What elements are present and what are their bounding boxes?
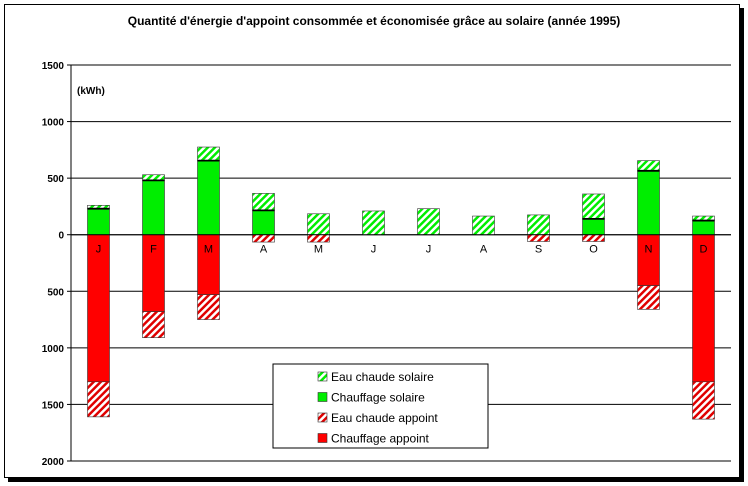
y-tick-label: 1000 xyxy=(42,344,65,355)
x-tick-label: N xyxy=(645,244,653,256)
x-tick-label: J xyxy=(96,244,102,256)
bar-eau-chaude-appoint xyxy=(582,234,605,242)
axes xyxy=(67,64,731,462)
bar-eau-chaude-appoint xyxy=(142,311,165,338)
bar-chauffage-solaire xyxy=(582,218,605,236)
bar-eau-chaude-solaire xyxy=(252,193,275,211)
x-tick-label: O xyxy=(589,244,598,256)
y-axis-tick-labels: 1500 1000 500 0 500 1000 1500 2000 xyxy=(42,61,65,468)
legend-entry: Chauffage solaire xyxy=(331,391,425,405)
bar-chauffage-appoint xyxy=(692,234,715,383)
x-tick-label: F xyxy=(150,244,157,256)
legend-entry: Chauffage appoint xyxy=(331,432,430,446)
bar-chauffage-appoint xyxy=(87,234,110,383)
y-tick-label: 1000 xyxy=(42,118,65,129)
y-tick-label: 2000 xyxy=(42,457,65,468)
x-tick-label: M xyxy=(204,244,213,256)
bar-chauffage-solaire xyxy=(197,160,220,236)
y-axis-unit: (kWh) xyxy=(77,86,105,97)
x-tick-label: M xyxy=(314,244,323,256)
x-tick-label: J xyxy=(426,244,432,256)
x-tick-label: D xyxy=(700,244,708,256)
legend-entry: Eau chaude solaire xyxy=(331,370,434,384)
legend-swatch xyxy=(317,412,328,423)
bar-eau-chaude-solaire xyxy=(527,214,550,236)
bar-chauffage-appoint xyxy=(637,234,660,286)
legend-swatch xyxy=(317,392,328,402)
bar-eau-chaude-solaire xyxy=(197,146,220,161)
bar-chauffage-solaire xyxy=(87,208,110,236)
x-tick-label: A xyxy=(260,244,268,256)
bar-eau-chaude-appoint xyxy=(527,234,550,242)
bar-eau-chaude-solaire xyxy=(582,193,605,220)
bar-eau-chaude-solaire xyxy=(472,215,495,236)
y-tick-label: 500 xyxy=(47,174,64,185)
bar-eau-chaude-solaire xyxy=(637,160,660,172)
legend-box xyxy=(272,363,489,449)
bars xyxy=(87,146,715,420)
legend: Eau chaude solaire Chauffage solaire Eau c… xyxy=(272,363,489,449)
bar-eau-chaude-appoint xyxy=(637,285,660,310)
legend-swatch xyxy=(317,433,328,443)
bar-chauffage-solaire xyxy=(142,180,165,236)
bar-eau-chaude-appoint xyxy=(197,294,220,320)
chart-title: Quantité d'énergie d'appoint consommée e… xyxy=(127,14,621,28)
bar-eau-chaude-solaire xyxy=(362,210,385,236)
bar-chauffage-solaire xyxy=(637,170,660,236)
bar-eau-chaude-solaire xyxy=(307,213,330,236)
legend-entry: Eau chaude appoint xyxy=(331,411,438,425)
y-tick-label: 0 xyxy=(58,231,64,242)
legend-swatch xyxy=(317,371,328,382)
bar-chauffage-solaire xyxy=(252,210,275,236)
bar-eau-chaude-appoint xyxy=(692,381,715,420)
x-tick-label: J xyxy=(371,244,377,256)
x-tick-label: A xyxy=(480,244,488,256)
x-tick-label: S xyxy=(535,244,542,256)
bar-eau-chaude-appoint xyxy=(252,234,275,243)
bar-eau-chaude-appoint xyxy=(87,381,110,418)
y-tick-label: 500 xyxy=(47,287,64,298)
y-tick-label: 1500 xyxy=(42,400,65,411)
bar-chauffage-solaire xyxy=(692,220,715,236)
bar-eau-chaude-solaire xyxy=(417,208,440,236)
bar-eau-chaude-appoint xyxy=(307,234,330,243)
y-tick-label: 1500 xyxy=(42,61,65,72)
